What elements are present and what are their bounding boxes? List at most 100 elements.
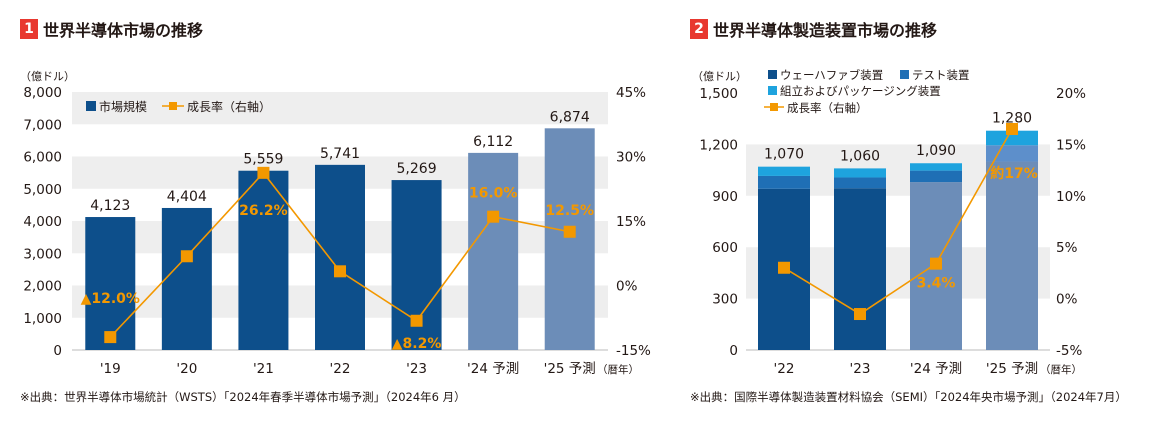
y-left-tick-label: 900 [712, 189, 738, 205]
equipment-market-panel: 2 世界半導体製造装置市場の推移 0 300 600 900 1,200 1,500 -5%… [680, 0, 1162, 427]
semiconductor-market-panel: 1 世界半導体市場の推移 0 1,000 2,000 3,000 4,000 5,000 6… [20, 18, 651, 404]
bar-market-size [161, 207, 212, 350]
growth-rate-marker [334, 265, 346, 278]
bar-total-label: 1,060 [840, 148, 880, 164]
y-right-tick-label: -15% [616, 343, 651, 359]
legend-swatch-packaging [768, 86, 777, 95]
y-left-tick-label: 1,200 [699, 137, 738, 153]
bar-value-label: 6,112 [473, 134, 513, 150]
bar-market-size [85, 217, 136, 350]
y-right-tick-label: 30% [616, 150, 646, 166]
y-left-tick-label: 0 [53, 343, 62, 359]
y-left-unit-label: （億ドル） [692, 70, 747, 83]
x-tick-label: '25 予測 [544, 361, 596, 377]
chart1-source-note: ※出典：世界半導体市場統計（WSTS）「2024年春季半導体市場予測」（2024… [20, 390, 466, 404]
growth-rate-marker [180, 250, 193, 263]
growth-rate-label: 26.2% [239, 203, 288, 219]
bar-segment-packaging [986, 130, 1038, 146]
growth-rate-marker [104, 331, 117, 344]
bar-segment-test [986, 145, 1038, 162]
x-unit-label: （暦年） [1040, 363, 1082, 376]
y-left-tick-label: 3,000 [23, 246, 62, 262]
y-right-tick-label: 15% [1056, 137, 1086, 153]
bar-segment-wafer-fab [986, 161, 1038, 350]
growth-rate-label: 3.4% [917, 276, 956, 292]
y-left-tick-label: 6,000 [23, 150, 62, 166]
bar-value-label: 5,269 [397, 161, 437, 177]
growth-rate-label: ▲8.2% [392, 336, 442, 352]
x-tick-label: '24 予測 [467, 361, 519, 377]
y-left-tick-label: 8,000 [23, 85, 62, 101]
y-left-unit-label: （億ドル） [20, 70, 75, 83]
x-tick-label: '25 予測 [986, 361, 1038, 377]
legend-label-growth: 成長率（右軸） [187, 99, 271, 114]
grid-band [72, 92, 608, 125]
y-right-tick-label: -5% [1056, 343, 1082, 359]
y-right-tick-label: 45% [616, 85, 646, 101]
bar-total-label: 1,070 [764, 147, 804, 163]
semiconductor-market-chart: 0 1,000 2,000 3,000 4,000 5,000 6,000 7,000 8,00… [20, 70, 651, 377]
bar-value-label: 6,874 [550, 109, 590, 125]
growth-rate-label: 16.0% [469, 186, 518, 202]
bar-segment-packaging [758, 166, 810, 176]
y-left-tick-label: 7,000 [23, 117, 62, 133]
growth-rate-marker [1006, 122, 1018, 135]
y-left-tick-label: 0 [729, 343, 738, 359]
growth-rate-marker [487, 210, 500, 223]
chart2-source-note: ※出典：国際半導体製造装置材料協会（SEMI）「2024年央市場予測」（2024… [690, 390, 1127, 404]
y-left-tick-label: 1,000 [23, 311, 62, 327]
bar-segment-packaging [910, 163, 962, 171]
y-left-tick-label: 2,000 [23, 279, 62, 295]
growth-rate-marker [930, 257, 942, 270]
bar-market-size [544, 128, 595, 350]
growth-rate-label: 約17% [990, 165, 1038, 182]
x-unit-label: （暦年） [597, 363, 639, 376]
x-tick-label: '23 [406, 361, 427, 377]
chart1-heading: 1 世界半導体市場の推移 [20, 18, 203, 40]
y-left-tick-label: 1,500 [699, 86, 738, 102]
bar-segment-wafer-fab [834, 188, 886, 350]
y-right-tick-label: 15% [616, 214, 646, 230]
legend-label-test: テスト装置 [912, 68, 970, 82]
growth-rate-marker [563, 225, 576, 238]
growth-rate-label: ▲12.0% [81, 291, 140, 307]
growth-rate-line [783, 128, 1013, 315]
y-right-tick-label: 5% [1056, 240, 1078, 256]
chart2-title: 世界半導体製造装置市場の推移 [713, 21, 938, 40]
x-tick-label: '22 [330, 361, 351, 377]
bar-segment-test [834, 177, 886, 189]
bar-market-size [238, 170, 289, 350]
legend-swatch-wafer-fab [768, 70, 777, 79]
bar-segment-test [758, 175, 810, 189]
legend-label-growth: 成長率（右軸） [787, 101, 868, 115]
growth-rate-label: 12.5% [545, 203, 594, 219]
chart1-title: 世界半導体市場の推移 [43, 21, 204, 40]
y-right-tick-label: 20% [1056, 86, 1086, 102]
x-tick-label: '22 [774, 361, 795, 377]
y-left-tick-label: 600 [712, 240, 738, 256]
y-left-tick-label: 4,000 [23, 214, 62, 230]
x-tick-label: '20 [176, 361, 197, 377]
y-right-tick-label: 0% [616, 279, 638, 295]
bar-total-label: 1,090 [916, 143, 956, 159]
growth-rate-marker [854, 308, 866, 321]
legend-marker-growth [770, 103, 778, 111]
legend-swatch-market-size [86, 101, 96, 111]
x-tick-label: '24 予測 [910, 361, 962, 377]
legend-label-packaging: 組立およびパッケージング装置 [780, 84, 941, 98]
growth-rate-marker [778, 261, 790, 274]
y-right-tick-label: 0% [1056, 292, 1078, 308]
equipment-market-chart: 0 300 600 900 1,200 1,500 -5% 0% 5% 10% 15% 20% （億ドル… [692, 68, 1086, 377]
bar-value-label: 4,123 [90, 198, 130, 214]
bar-market-size [315, 164, 365, 350]
legend-marker-growth [169, 102, 177, 110]
x-tick-label: '19 [100, 361, 121, 377]
growth-rate-marker [257, 166, 270, 179]
chart2-heading: 2 世界半導体製造装置市場の推移 [690, 18, 937, 40]
legend-label-market-size: 市場規模 [99, 99, 147, 114]
y-left-tick-label: 5,000 [23, 182, 62, 198]
x-tick-label: '21 [253, 361, 274, 377]
bar-market-size [468, 152, 519, 350]
x-tick-label: '23 [850, 361, 871, 377]
legend-swatch-test [900, 70, 909, 79]
